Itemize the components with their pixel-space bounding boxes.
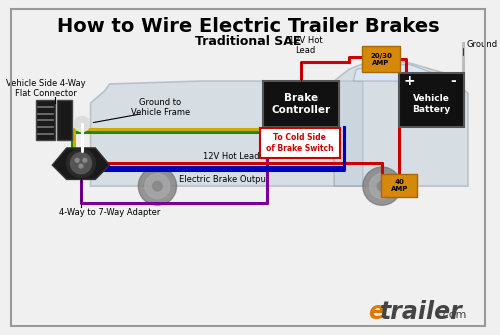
Text: .com: .com bbox=[440, 310, 466, 320]
Circle shape bbox=[70, 153, 92, 174]
Text: 12V Hot
Lead: 12V Hot Lead bbox=[288, 36, 322, 55]
Circle shape bbox=[83, 158, 86, 162]
Circle shape bbox=[363, 167, 401, 205]
Circle shape bbox=[377, 181, 386, 191]
Circle shape bbox=[75, 158, 79, 162]
Text: How to Wire Electric Trailer Brakes: How to Wire Electric Trailer Brakes bbox=[57, 17, 440, 36]
Text: Vehicle
Battery: Vehicle Battery bbox=[412, 94, 451, 114]
Text: trailer: trailer bbox=[380, 300, 463, 324]
Text: Electric Brake Output: Electric Brake Output bbox=[179, 175, 270, 184]
Text: 20/30
AMP: 20/30 AMP bbox=[370, 53, 392, 66]
Text: e: e bbox=[368, 300, 384, 324]
FancyBboxPatch shape bbox=[262, 81, 339, 127]
Circle shape bbox=[66, 149, 96, 178]
Text: Vehicle Side 4-Way
Flat Connector: Vehicle Side 4-Way Flat Connector bbox=[6, 79, 86, 98]
FancyBboxPatch shape bbox=[36, 100, 55, 140]
Polygon shape bbox=[354, 65, 444, 81]
FancyBboxPatch shape bbox=[57, 100, 72, 140]
FancyBboxPatch shape bbox=[260, 128, 340, 158]
Text: 4-Way to 7-Way Adapter: 4-Way to 7-Way Adapter bbox=[59, 208, 160, 217]
Polygon shape bbox=[52, 148, 110, 180]
FancyBboxPatch shape bbox=[381, 174, 418, 197]
Circle shape bbox=[79, 164, 83, 168]
FancyBboxPatch shape bbox=[362, 46, 400, 72]
Circle shape bbox=[74, 116, 90, 132]
Text: Ground to
Vehicle Frame: Ground to Vehicle Frame bbox=[130, 98, 190, 118]
Text: 12V Hot Lead: 12V Hot Lead bbox=[202, 152, 259, 161]
Circle shape bbox=[370, 174, 394, 199]
Text: Ground: Ground bbox=[466, 40, 497, 49]
Text: 40
AMP: 40 AMP bbox=[390, 179, 408, 192]
Text: -: - bbox=[450, 74, 456, 88]
Text: +: + bbox=[404, 74, 415, 88]
Polygon shape bbox=[334, 62, 468, 186]
Text: Brake
Controller: Brake Controller bbox=[271, 93, 330, 115]
Polygon shape bbox=[90, 81, 363, 186]
Circle shape bbox=[145, 174, 170, 199]
Circle shape bbox=[138, 167, 176, 205]
Text: To Cold Side
of Brake Switch: To Cold Side of Brake Switch bbox=[266, 133, 334, 153]
FancyBboxPatch shape bbox=[399, 73, 464, 127]
Text: Traditional SAE: Traditional SAE bbox=[195, 36, 302, 48]
Circle shape bbox=[152, 181, 162, 191]
